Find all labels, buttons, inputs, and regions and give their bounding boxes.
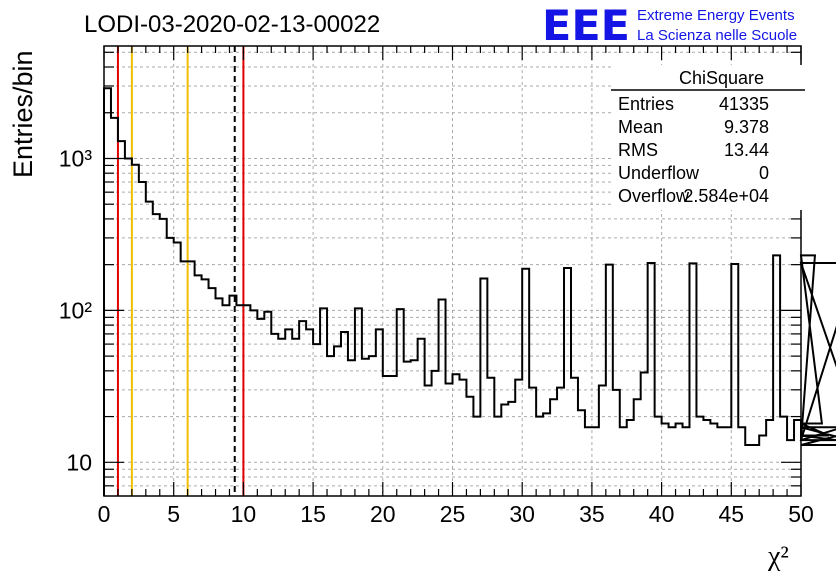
stats-row-label: Entries: [618, 94, 674, 114]
grid-lines: [104, 46, 801, 496]
marker-lines: [116, 46, 245, 496]
eee-logo: EEE Extreme Energy Events La Scienza nel…: [542, 1, 797, 50]
chart-title: LODI-03-2020-02-13-00022: [84, 11, 380, 38]
stats-row-value: 41335: [719, 94, 769, 114]
eee-logo-line1: Extreme Energy Events: [637, 7, 795, 24]
x-tick-label: 15: [300, 501, 326, 527]
x-tick-label: 45: [719, 501, 745, 527]
x-tick-label: 0: [98, 501, 111, 527]
x-tick-label: 5: [167, 501, 180, 527]
y-axis-label: Entries/bin: [8, 50, 38, 178]
x-axis-label: χ²: [767, 541, 789, 572]
stats-row-label: Underflow: [618, 163, 700, 183]
eee-logo-mark: EEE: [542, 1, 630, 50]
x-tick-label: 50: [788, 501, 814, 527]
stats-row-value: 2.584e+04: [683, 186, 769, 206]
stats-row-value: 0: [759, 163, 769, 183]
y-tick-label: 10: [66, 449, 92, 475]
x-tick-label: 20: [370, 501, 396, 527]
stats-box-title: ChiSquare: [679, 68, 764, 88]
stats-row-label: Mean: [618, 117, 663, 137]
x-tick-label: 25: [440, 501, 466, 527]
x-tick-label: 10: [231, 501, 257, 527]
x-tick-label: 30: [509, 501, 535, 527]
stats-row-label: RMS: [618, 140, 658, 160]
histogram-series: [103, 87, 836, 496]
x-tick-label: 40: [649, 501, 675, 527]
x-tick-label: 35: [579, 501, 605, 527]
eee-logo-line2: La Scienza nelle Scuole: [637, 27, 797, 44]
axis-ticks: 0 5 10 15 20 25 30 35 40 45 50 10 10² 10³: [59, 46, 814, 527]
stats-row-value: 9.378: [724, 117, 769, 137]
stats-row-value: 13.44: [724, 140, 769, 160]
stats-box: ChiSquare Entries 41335 Mean 9.378 RMS 13.44 U…: [611, 65, 805, 210]
stats-box-background: [611, 65, 805, 210]
y-tick-label: 10³: [59, 145, 93, 171]
stats-row-label: Overflow: [618, 186, 690, 206]
y-tick-label: 10²: [59, 297, 93, 323]
